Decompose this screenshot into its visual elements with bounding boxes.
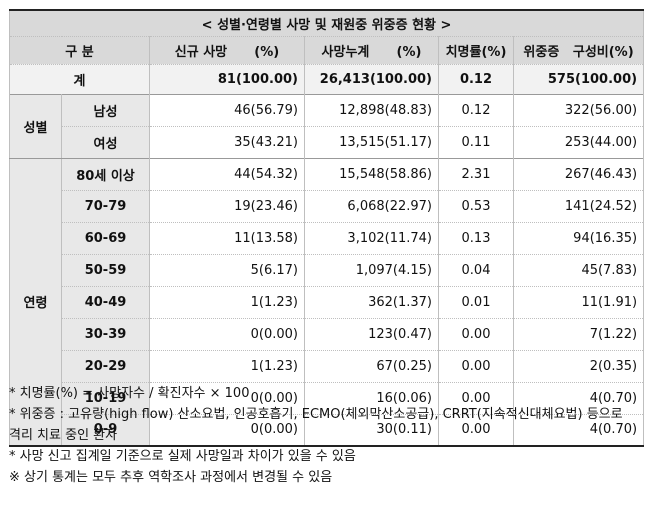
row-label: 30-39: [61, 318, 150, 350]
death-critical-table: < 성별·연령별 사망 및 재원중 위중증 현황 > 구 분 신규 사망 (%)…: [8, 9, 645, 447]
total-new-deaths: 81(100.00): [149, 64, 305, 94]
footnote: * 위중증 : 고유량(high flow) 산소요법, 인공호흡기, ECMO…: [9, 407, 623, 422]
group-label-sex: 성별: [9, 94, 62, 159]
cell-fatality: 0.13: [438, 222, 514, 254]
table-row: 60-69 11(13.58) 3,102(11.74) 0.13 94(16.35): [9, 222, 645, 254]
row-label: 20-29: [61, 350, 150, 382]
table-title-row: < 성별·연령별 사망 및 재원중 위중증 현황 >: [8, 9, 645, 36]
cell-fatality: 0.00: [438, 350, 514, 382]
header-category: 구 분: [9, 36, 150, 64]
cell-critical: 267(46.43): [512, 158, 645, 190]
cell-fatality: 0.01: [438, 286, 514, 318]
cell-fatality: 0.53: [438, 190, 514, 222]
cell-new-deaths: 5(6.17): [149, 254, 305, 286]
row-label: 10-19: [61, 382, 150, 414]
row-label: 여성: [61, 126, 150, 158]
table-row: 성별 남성 46(56.79) 12,898(48.83) 0.12 322(5…: [9, 94, 645, 159]
table-row: 여성 35(43.21) 13,515(51.17) 0.11 253(44.0…: [9, 126, 645, 158]
cell-critical: 7(1.22): [512, 318, 645, 350]
table-row: 50-59 5(6.17) 1,097(4.15) 0.04 45(7.83): [9, 254, 645, 286]
cell-critical: 94(16.35): [512, 222, 645, 254]
header-new-deaths: 신규 사망 (%): [149, 36, 305, 64]
cell-new-deaths: 19(23.46): [149, 190, 305, 222]
total-fatality: 0.12: [438, 64, 514, 94]
footnote: ※ 상기 통계는 모두 추후 역학조사 과정에서 변경될 수 있음: [9, 470, 333, 485]
cell-critical: 4(0.70): [512, 382, 645, 414]
stats-table-container: < 성별·연령별 사망 및 재원중 위중증 현황 > 구 분 신규 사망 (%)…: [8, 9, 645, 447]
cell-fatality: 0.00: [438, 414, 514, 447]
row-label: 0-9: [61, 414, 150, 447]
cell-cum-deaths: 15,548(58.86): [304, 158, 439, 190]
cell-new-deaths: 0(0.00): [149, 414, 305, 447]
footnote: 격리 치료 중인 환자: [9, 428, 118, 443]
cell-fatality: 0.00: [438, 382, 514, 414]
table-row: 연령 80세 이상 44(54.32) 15,548(58.86) 2.31 267(46…: [9, 158, 645, 447]
row-label: 60-69: [61, 222, 150, 254]
row-label: 70-79: [61, 190, 150, 222]
cell-new-deaths: 1(1.23): [149, 350, 305, 382]
cell-cum-deaths: 67(0.25): [304, 350, 439, 382]
cell-cum-deaths: 3,102(11.74): [304, 222, 439, 254]
header-row: 구 분 신규 사망 (%) 사망누계 (%) 치명률(%) 위중증 구성비(%): [9, 36, 645, 64]
cell-fatality: 2.31: [438, 158, 514, 190]
group-label-age: 연령: [9, 158, 62, 447]
row-label: 80세 이상: [61, 158, 150, 190]
cell-new-deaths: 35(43.21): [149, 126, 305, 158]
cell-critical: 141(24.52): [512, 190, 645, 222]
cell-new-deaths: 1(1.23): [149, 286, 305, 318]
cell-new-deaths: 44(54.32): [149, 158, 305, 190]
table-row: 30-39 0(0.00) 123(0.47) 0.00 7(1.22): [9, 318, 645, 350]
cell-cum-deaths: 13,515(51.17): [304, 126, 439, 158]
table-title: < 성별·연령별 사망 및 재원중 위중증 현황 >: [8, 9, 645, 36]
header-cum-deaths: 사망누계 (%): [304, 36, 439, 64]
total-row: 계 81(100.00) 26,413(100.00) 0.12 575(100…: [9, 64, 645, 94]
cell-fatality: 0.12: [438, 94, 514, 126]
cell-fatality: 0.04: [438, 254, 514, 286]
row-label: 50-59: [61, 254, 150, 286]
cell-critical: 253(44.00): [512, 126, 645, 158]
cell-cum-deaths: 362(1.37): [304, 286, 439, 318]
cell-cum-deaths: 6,068(22.97): [304, 190, 439, 222]
table-row: 0-9 0(0.00) 30(0.11) 0.00 4(0.70): [9, 414, 645, 447]
cell-critical: 322(56.00): [512, 94, 645, 126]
footnote: * 치명률(%) = 사망자수 / 확진자수 × 100: [9, 386, 250, 401]
cell-new-deaths: 11(13.58): [149, 222, 305, 254]
cell-cum-deaths: 30(0.11): [304, 414, 439, 447]
cell-fatality: 0.00: [438, 318, 514, 350]
cell-fatality: 0.11: [438, 126, 514, 158]
header-fatality: 치명률(%): [438, 36, 514, 64]
table-row: 40-49 1(1.23) 362(1.37) 0.01 11(1.91): [9, 286, 645, 318]
cell-cum-deaths: 12,898(48.83): [304, 94, 439, 126]
cell-critical: 4(0.70): [512, 414, 645, 447]
footnote: * 사망 신고 집계일 기준으로 실제 사망일과 차이가 있을 수 있음: [9, 449, 356, 464]
cell-critical: 11(1.91): [512, 286, 645, 318]
total-cum-deaths: 26,413(100.00): [304, 64, 439, 94]
cell-critical: 2(0.35): [512, 350, 645, 382]
cell-cum-deaths: 123(0.47): [304, 318, 439, 350]
footnotes: * 치명률(%) = 사망자수 / 확진자수 × 100 * 위중증 : 고유량…: [9, 383, 649, 488]
cell-critical: 45(7.83): [512, 254, 645, 286]
cell-new-deaths: 0(0.00): [149, 318, 305, 350]
table-row: 10-19 0(0.00) 16(0.06) 0.00 4(0.70): [9, 382, 645, 414]
row-label: 40-49: [61, 286, 150, 318]
cell-new-deaths: 46(56.79): [149, 94, 305, 126]
table-row: 20-29 1(1.23) 67(0.25) 0.00 2(0.35): [9, 350, 645, 382]
total-critical: 575(100.00): [512, 64, 645, 94]
cell-cum-deaths: 1,097(4.15): [304, 254, 439, 286]
row-label: 남성: [61, 94, 150, 126]
table-row: 70-79 19(23.46) 6,068(22.97) 0.53 141(24.52): [9, 190, 645, 222]
total-label: 계: [9, 64, 150, 94]
header-critical: 위중증 구성비(%): [512, 36, 645, 64]
